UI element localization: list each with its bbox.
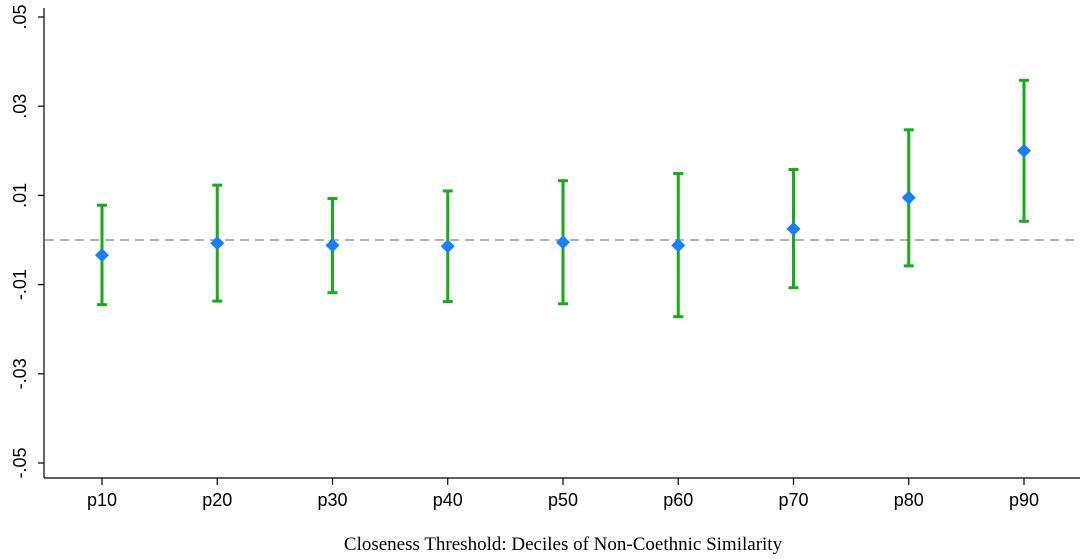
y-tick-label: -.05: [10, 447, 30, 478]
y-tick-label: .05: [10, 4, 30, 29]
x-axis-title: Closeness Threshold: Deciles of Non-Coet…: [344, 534, 783, 555]
x-tick-label: p30: [317, 490, 347, 510]
point-estimate-p50: [556, 235, 570, 250]
x-tick-label: p10: [87, 490, 117, 510]
x-ticks-layer: p10 p20 p30 p40 p50 p60 p70 p80 p90: [87, 478, 1039, 510]
point-estimate-p10: [95, 248, 109, 263]
y-tick-label: .03: [10, 94, 30, 119]
y-tick-label: .01: [10, 183, 30, 208]
point-estimate-p60: [671, 238, 686, 253]
y-tick-label: -.03: [10, 358, 30, 389]
point-estimate-p40: [440, 239, 455, 254]
point-estimate-p90: [1017, 143, 1031, 158]
point-estimate-p30: [325, 238, 340, 253]
x-tick-label: p60: [663, 490, 693, 510]
error-bars-layer: [97, 78, 1029, 319]
x-tick-label: p80: [894, 490, 924, 510]
x-tick-label: p70: [778, 490, 808, 510]
point-estimate-p20: [210, 236, 225, 251]
x-tick-label: p40: [433, 490, 463, 510]
point-estimate-p80: [901, 190, 916, 205]
point-estimate-p70: [786, 221, 801, 236]
x-tick-label: p20: [202, 490, 232, 510]
points-layer: [95, 143, 1031, 263]
x-tick-label: p50: [548, 490, 578, 510]
y-ticks-layer: .05 .03 .01 -.01 -.03 -.05: [10, 4, 44, 479]
x-tick-label: p90: [1009, 490, 1039, 510]
y-tick-label: -.01: [10, 269, 30, 300]
